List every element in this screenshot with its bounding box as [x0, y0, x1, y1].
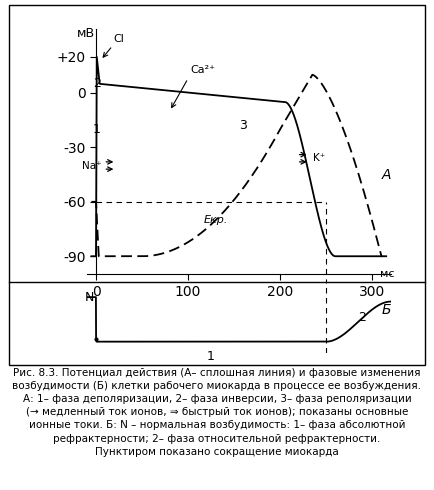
- Text: 2: 2: [93, 77, 101, 90]
- Text: Cl: Cl: [114, 34, 125, 44]
- Text: мВ: мВ: [77, 27, 95, 40]
- Text: Рис. 8.3. Потенциал действия (А– сплошная линия) и фазовые изменения
возбудимост: Рис. 8.3. Потенциал действия (А– сплошна…: [13, 368, 421, 457]
- Text: 2: 2: [358, 311, 366, 324]
- Text: 3: 3: [240, 119, 247, 132]
- Text: Б: Б: [381, 303, 391, 318]
- Text: 1: 1: [93, 122, 101, 136]
- Text: 1: 1: [207, 350, 215, 363]
- Text: Ca²⁺: Ca²⁺: [190, 65, 215, 75]
- Text: K⁺: K⁺: [313, 153, 326, 163]
- Text: N: N: [85, 291, 94, 304]
- Text: Na⁺: Na⁺: [82, 161, 102, 171]
- Text: Eкр.: Eкр.: [204, 215, 228, 224]
- Text: мс: мс: [380, 270, 394, 279]
- Text: А: А: [381, 168, 391, 182]
